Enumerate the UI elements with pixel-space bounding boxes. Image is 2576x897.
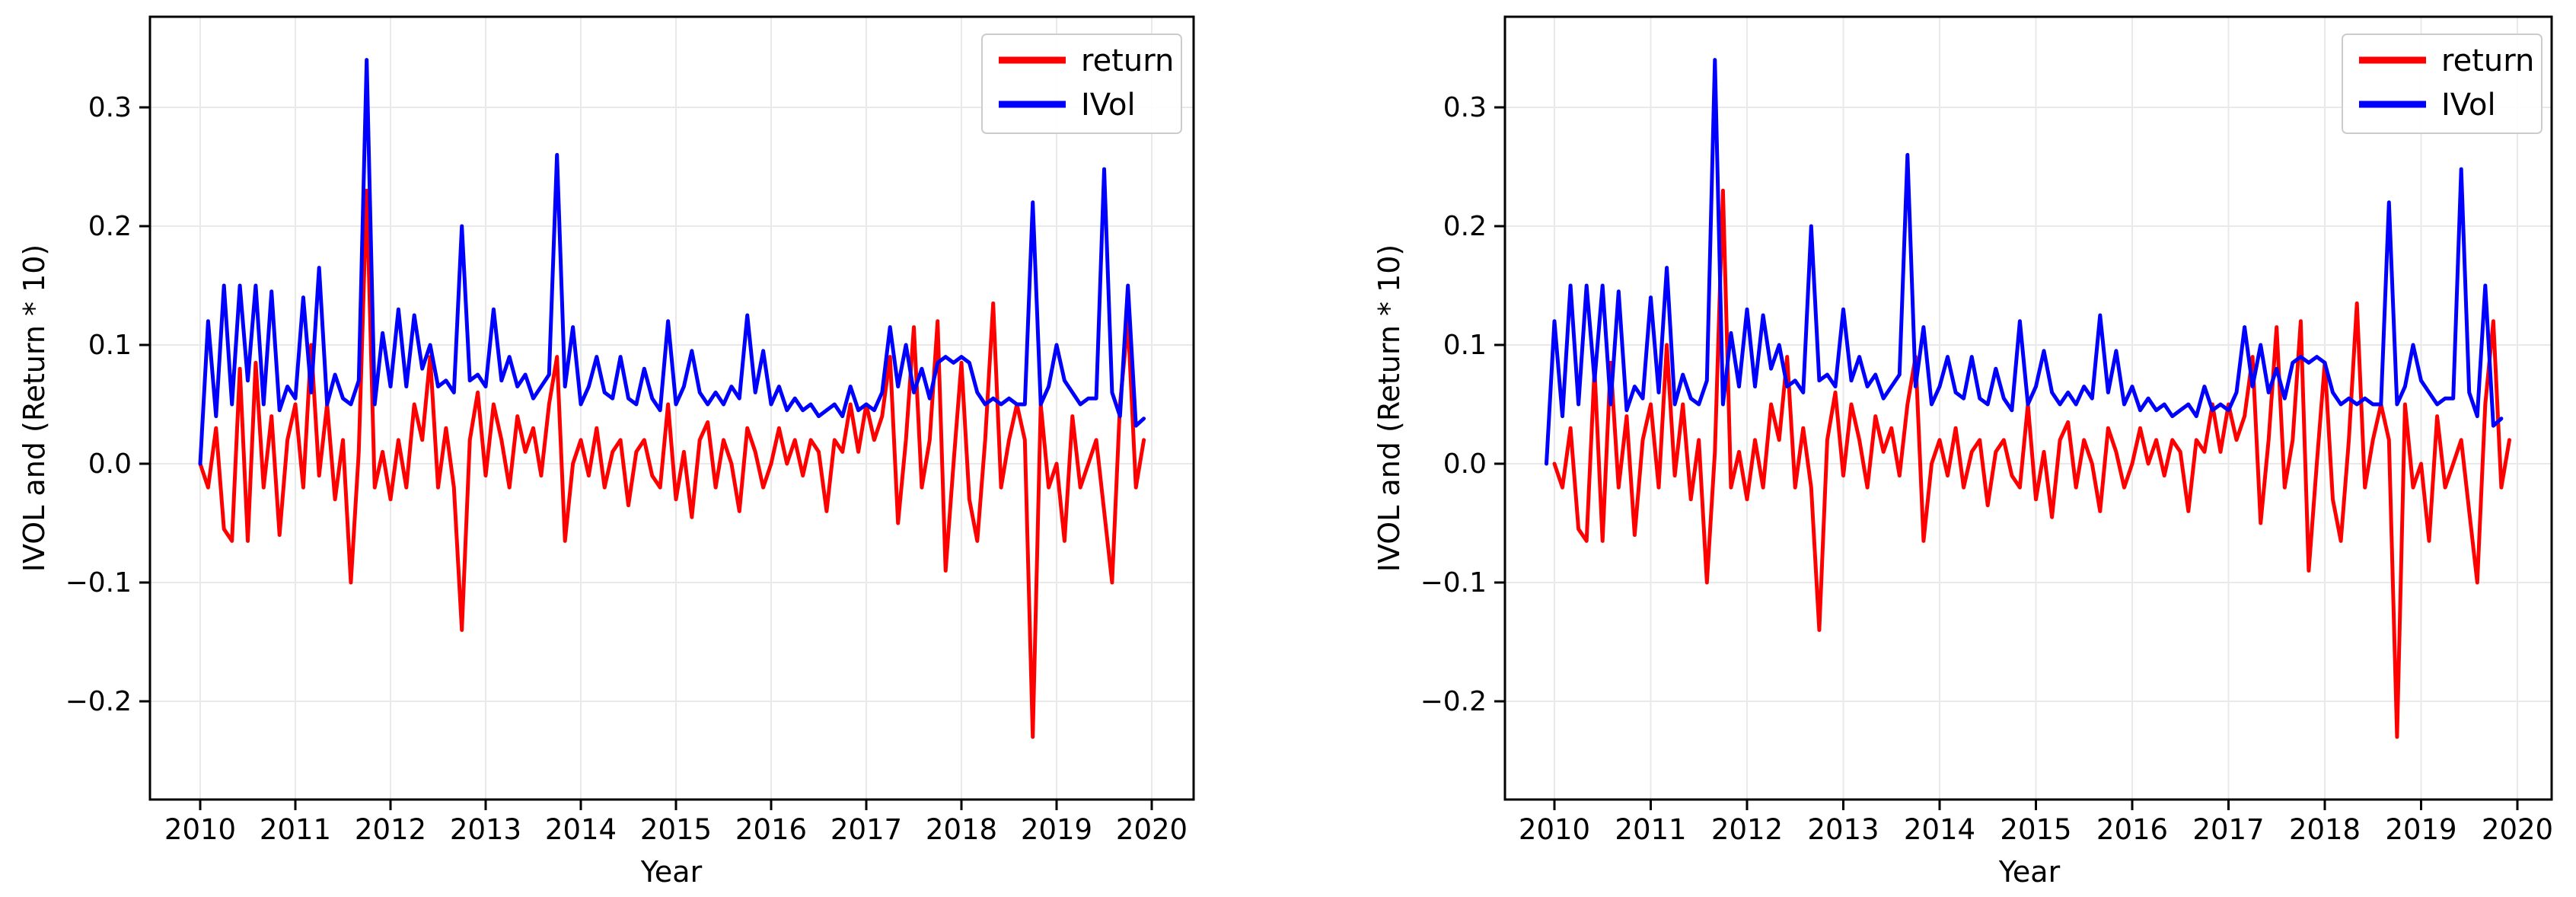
right-axes: 2010 2011 2012 2013 2014 2015 2016 2017 2018 2019… xyxy=(1420,15,2553,846)
y-tick-label: 0.3 xyxy=(88,92,132,123)
y-tick-label: 0.2 xyxy=(88,211,132,242)
left-legend: return IVol xyxy=(981,34,1182,134)
x-tick-label: 2019 xyxy=(1021,813,1092,846)
plot-frame xyxy=(148,15,1195,801)
legend-return-label: return xyxy=(2441,43,2534,78)
x-tick-label: 2014 xyxy=(1904,813,1975,846)
series-return-line xyxy=(198,188,1146,739)
plot-frame xyxy=(1503,15,2553,801)
x-tick-label: 2016 xyxy=(2096,813,2168,846)
x-tick-label: 2012 xyxy=(1711,813,1783,846)
y-tick-label: 0.1 xyxy=(1443,330,1487,361)
legend-ivol-label: IVol xyxy=(1081,88,1136,123)
y-tick-label: 0.1 xyxy=(88,330,132,361)
x-tick-label: 2010 xyxy=(1519,813,1590,846)
x-tick-label: 2017 xyxy=(831,813,902,846)
legend-return-label: return xyxy=(1081,43,1174,78)
series-return-line xyxy=(1552,188,2511,739)
right-legend: return IVol xyxy=(2342,34,2543,134)
right-chart: 2010 2011 2012 2013 2014 2015 2016 2017 2018 2019… xyxy=(1372,15,2553,889)
y-tick-label: −0.1 xyxy=(1420,567,1487,599)
left-yaxis-title: IVOL and (Return * 10) xyxy=(18,244,51,573)
x-tick-label: 2011 xyxy=(260,813,331,846)
x-tick-label: 2010 xyxy=(164,813,236,846)
left-axes: 2010 2011 2012 2013 2014 2015 2016 2017 2018 2019… xyxy=(65,15,1195,846)
series-ivol-line xyxy=(198,58,1146,466)
x-tick-label: 2019 xyxy=(2385,813,2456,846)
y-tick-label: 0.0 xyxy=(1443,448,1487,480)
x-tick-label: 2020 xyxy=(2482,813,2553,846)
x-tick-label: 2018 xyxy=(2289,813,2361,846)
left-series xyxy=(198,58,1146,739)
right-yaxis-title: IVOL and (Return * 10) xyxy=(1372,244,1406,573)
x-tick-label: 2020 xyxy=(1116,813,1188,846)
y-tick-label: 0.2 xyxy=(1443,211,1487,242)
left-xaxis-title: Year xyxy=(640,855,703,889)
legend-ivol-label: IVol xyxy=(2441,88,2496,123)
y-tick-label: −0.2 xyxy=(65,686,132,717)
x-tick-label: 2018 xyxy=(926,813,997,846)
x-tick-label: 2013 xyxy=(450,813,521,846)
x-tick-label: 2013 xyxy=(1807,813,1879,846)
y-tick-label: 0.3 xyxy=(1443,92,1487,123)
x-tick-label: 2015 xyxy=(640,813,712,846)
series-ivol-line xyxy=(1545,58,2504,466)
y-tick-label: 0.0 xyxy=(88,448,132,480)
left-chart: 2010 2011 2012 2013 2014 2015 2016 2017 2018 2019… xyxy=(18,15,1195,889)
y-tick-label: −0.1 xyxy=(65,567,132,599)
x-tick-label: 2014 xyxy=(545,813,617,846)
x-tick-label: 2015 xyxy=(2000,813,2071,846)
x-tick-label: 2016 xyxy=(735,813,807,846)
y-tick-label: −0.2 xyxy=(1420,686,1487,717)
x-tick-label: 2017 xyxy=(2192,813,2264,846)
x-tick-label: 2011 xyxy=(1615,813,1686,846)
x-tick-label: 2012 xyxy=(355,813,426,846)
right-series xyxy=(1545,58,2511,739)
right-xaxis-title: Year xyxy=(1998,855,2061,889)
